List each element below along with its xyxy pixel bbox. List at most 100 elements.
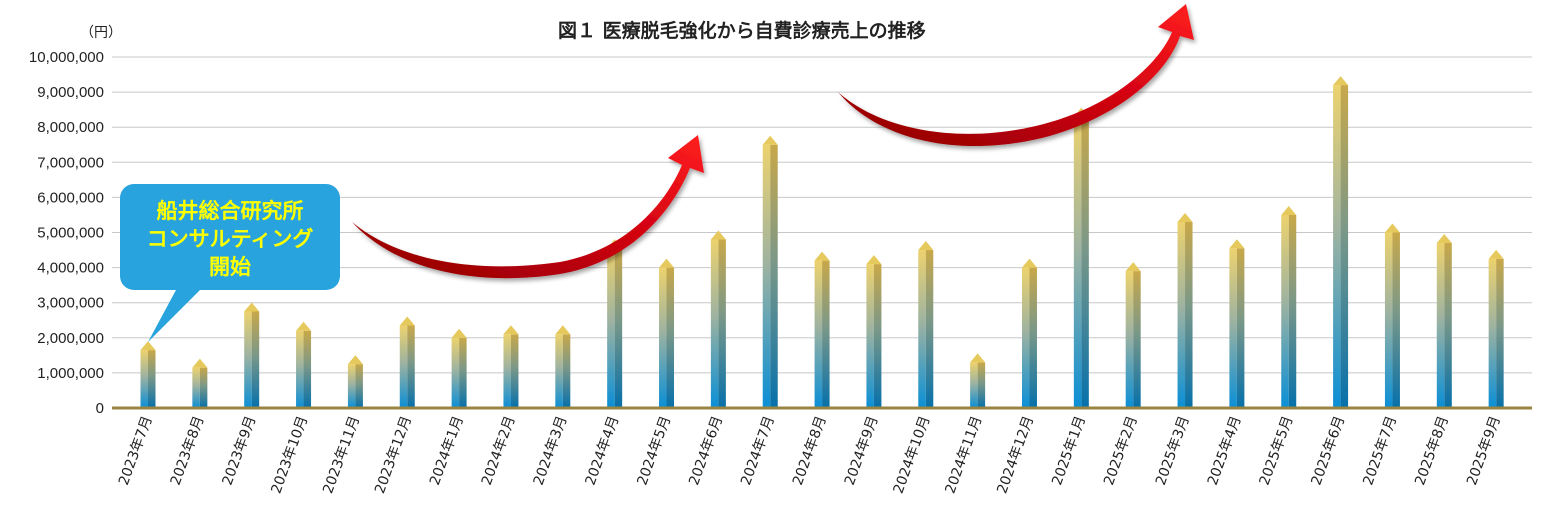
bar-face-right bbox=[873, 264, 882, 408]
x-tick-label: 2025年2月 bbox=[1101, 414, 1141, 488]
bar-cap bbox=[192, 358, 208, 368]
callout-line-3: 開始 bbox=[209, 255, 251, 279]
bar-face-left bbox=[659, 267, 667, 408]
bar-face-right bbox=[1185, 221, 1193, 408]
bar-cap bbox=[1488, 249, 1504, 259]
bar bbox=[762, 135, 778, 408]
x-tick-label: 2025年5月 bbox=[1257, 414, 1297, 488]
x-tick-label: 2025年1月 bbox=[1049, 414, 1089, 488]
y-tick-label: 5,000,000 bbox=[37, 225, 104, 242]
bar bbox=[814, 251, 830, 408]
bar-cap bbox=[1384, 223, 1400, 233]
bar-cap bbox=[555, 325, 571, 335]
bar-face-left bbox=[140, 350, 148, 408]
y-tick-label: 4,000,000 bbox=[37, 260, 104, 277]
y-tick-label: 10,000,000 bbox=[29, 49, 104, 66]
bar-cap bbox=[762, 135, 778, 145]
bar bbox=[1229, 239, 1245, 408]
bar bbox=[244, 302, 260, 408]
bar-face-right bbox=[1288, 214, 1297, 408]
x-tick-label: 2024年3月 bbox=[531, 414, 571, 488]
bar-face-right bbox=[510, 334, 519, 408]
bar-face-right bbox=[1236, 248, 1245, 408]
x-tick-label: 2024年5月 bbox=[634, 414, 674, 488]
bar-face-right bbox=[459, 337, 467, 408]
x-tick-label: 2023年12月 bbox=[372, 414, 415, 496]
bar-cap bbox=[1436, 234, 1452, 244]
bar-face-right bbox=[1444, 243, 1452, 408]
bar-face-right bbox=[251, 311, 260, 408]
bar-cap bbox=[866, 255, 882, 265]
x-tick-label: 2025年4月 bbox=[1205, 414, 1245, 488]
bar-cap bbox=[1333, 76, 1349, 86]
bar-cap bbox=[1229, 239, 1245, 249]
y-axis-ticks: 0 1,000,000 2,000,000 3,000,000 4,000,000 5,0… bbox=[29, 49, 104, 417]
x-tick-label: 2024年11月 bbox=[942, 414, 985, 496]
x-tick-label: 2024年1月 bbox=[427, 414, 467, 488]
bar-face-left bbox=[1073, 116, 1082, 409]
bar-face-right bbox=[407, 325, 415, 408]
bar bbox=[296, 321, 312, 408]
bar-face-left bbox=[1488, 258, 1497, 408]
bar bbox=[866, 255, 882, 408]
bar-face-left bbox=[1229, 248, 1237, 408]
bar bbox=[1125, 262, 1141, 408]
bar-face-left bbox=[970, 362, 978, 408]
y-unit-label: （円） bbox=[80, 25, 122, 41]
bar bbox=[399, 316, 415, 408]
x-tick-label: 2025年6月 bbox=[1309, 414, 1349, 488]
callout-line-1: 船井総合研究所 bbox=[157, 199, 304, 223]
bar-face-left bbox=[244, 311, 252, 408]
x-tick-label: 2023年8月 bbox=[168, 414, 208, 488]
bar bbox=[918, 241, 934, 408]
bar bbox=[970, 353, 986, 408]
bar-face-right bbox=[718, 239, 726, 408]
callout-line-2: コンサルティング bbox=[147, 227, 314, 251]
bar-face-right bbox=[355, 364, 363, 408]
x-tick-label: 2024年12月 bbox=[994, 414, 1037, 496]
x-axis-ticks: 2023年7月 2023年8月 2023年9月 2023年10月 2023年11月 202… bbox=[116, 414, 1504, 496]
bar-face-right bbox=[770, 144, 778, 408]
bar-face-right bbox=[1081, 116, 1089, 409]
bar-face-left bbox=[1333, 85, 1341, 408]
bar-face-left bbox=[503, 334, 511, 408]
bar-cap bbox=[296, 321, 312, 331]
x-tick-label: 2024年6月 bbox=[686, 414, 726, 488]
bar-face-right bbox=[303, 330, 312, 408]
bar bbox=[451, 328, 467, 408]
x-tick-label: 2023年9月 bbox=[220, 414, 260, 488]
bar bbox=[1436, 234, 1452, 408]
bar bbox=[607, 239, 623, 408]
bar-face-left bbox=[555, 334, 563, 408]
x-tick-label: 2024年10月 bbox=[891, 414, 934, 496]
bar-face-right bbox=[1029, 267, 1037, 408]
bar-face-left bbox=[399, 325, 408, 408]
x-tick-label: 2025年3月 bbox=[1153, 414, 1193, 488]
bar-face-left bbox=[710, 239, 719, 408]
bar bbox=[1333, 76, 1349, 408]
y-tick-label: 6,000,000 bbox=[37, 189, 104, 206]
bar-face-right bbox=[1496, 258, 1504, 408]
growth-arrow-2 bbox=[838, 4, 1194, 147]
bar-cap bbox=[918, 241, 934, 251]
bar-face-left bbox=[607, 248, 615, 408]
bar bbox=[1384, 223, 1400, 408]
bar-cap bbox=[970, 353, 986, 363]
bar-face-left bbox=[1436, 243, 1445, 408]
bar-cap bbox=[659, 258, 675, 268]
y-tick-label: 7,000,000 bbox=[37, 154, 104, 171]
growth-arrow-1 bbox=[352, 135, 704, 279]
bar bbox=[347, 355, 363, 408]
x-tick-label: 2023年10月 bbox=[268, 414, 311, 496]
y-tick-label: 0 bbox=[96, 400, 104, 417]
bar-cap bbox=[347, 355, 363, 365]
bar-face-left bbox=[1384, 232, 1393, 408]
bar-face-left bbox=[814, 260, 823, 408]
bar-face-right bbox=[562, 334, 571, 408]
bar bbox=[1177, 212, 1193, 408]
bar-face-left bbox=[192, 367, 200, 408]
bar-face-left bbox=[347, 364, 356, 408]
x-tick-label: 2024年8月 bbox=[790, 414, 830, 488]
